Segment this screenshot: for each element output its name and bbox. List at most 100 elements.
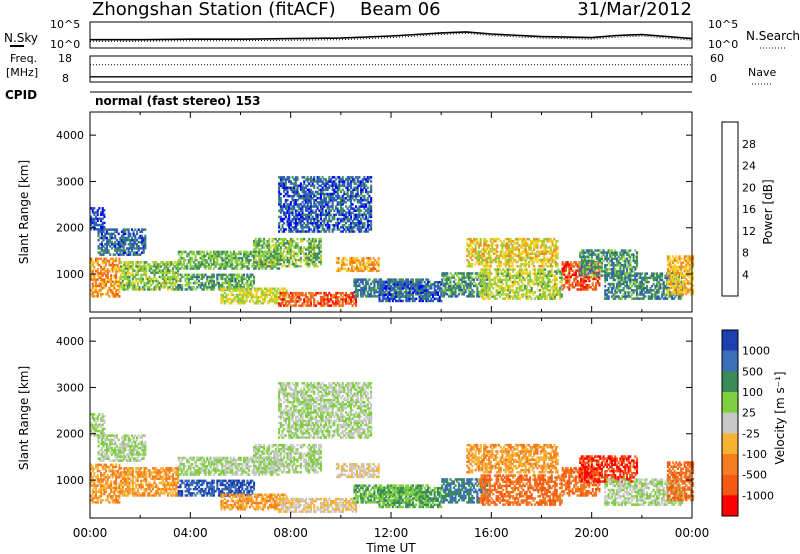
power-echo-cell — [236, 261, 239, 264]
power-echo-cell — [187, 252, 190, 256]
power-echo-cell — [288, 207, 291, 210]
power-echo-cell — [98, 223, 101, 227]
power-echo-cell — [251, 265, 254, 268]
power-echo-cell — [283, 176, 286, 179]
power-echo-cell — [266, 259, 269, 262]
power-echo-cell — [286, 176, 289, 179]
power-echo-cell — [90, 270, 93, 273]
power-echo-cell — [206, 261, 209, 264]
power-echo-cell — [123, 286, 126, 289]
power-echo-cell — [121, 281, 124, 285]
power-echo-cell — [278, 230, 281, 233]
power-echo-cell — [376, 290, 379, 294]
power-echo-cell — [186, 252, 189, 256]
power-echo-cell — [383, 281, 386, 284]
power-echo-cell — [314, 304, 317, 307]
power-echo-cell — [356, 213, 359, 217]
power-echo-cell — [132, 247, 135, 250]
power-echo-cell — [171, 279, 174, 283]
power-echo-cell — [120, 275, 123, 279]
power-echo-cell — [335, 302, 338, 305]
power-echo-cell — [257, 287, 260, 290]
power-echo-cell — [348, 293, 351, 297]
power-echo-cell — [165, 269, 168, 272]
power-echo-cell — [368, 211, 371, 214]
power-echo-cell — [122, 230, 125, 233]
power-echo-cell — [158, 263, 161, 266]
power-echo-cell — [303, 186, 306, 189]
power-echo-cell — [91, 295, 94, 298]
power-echo-cell — [303, 230, 306, 233]
power-echo-cell — [238, 256, 241, 260]
power-echo-cell — [187, 281, 190, 285]
power-echo-cell — [421, 295, 424, 299]
power-echo-cell — [321, 304, 324, 307]
power-echo-cell — [341, 302, 344, 305]
power-echo-cell — [304, 252, 307, 255]
power-echo-cell — [350, 269, 353, 273]
power-echo-cell — [293, 300, 296, 303]
power-echo-cell — [353, 194, 356, 198]
power-echo-cell — [361, 205, 364, 208]
power-echo-cell — [338, 222, 341, 225]
power-echo-cell — [289, 224, 292, 227]
power-echo-cell — [189, 275, 192, 279]
power-echo-cell — [283, 242, 286, 245]
power-echo-cell — [380, 289, 383, 292]
power-echo-cell — [319, 217, 322, 221]
power-echo-cell — [415, 278, 418, 281]
power-echo-cell — [355, 197, 358, 200]
power-echo-cell — [226, 265, 229, 268]
power-echo-cell — [354, 261, 357, 264]
power-echo-cell — [143, 281, 146, 285]
power-echo-cell — [430, 297, 433, 301]
power-echo-cell — [120, 238, 123, 242]
power-echo-cell — [97, 232, 100, 236]
power-echo-cell — [269, 250, 272, 253]
power-echo-cell — [391, 278, 394, 281]
power-echo-cell — [189, 265, 192, 268]
power-echo-cell — [336, 211, 339, 214]
power-echo-cell — [191, 265, 194, 268]
power-echo-cell — [346, 217, 349, 221]
power-echo-cell — [366, 224, 369, 227]
power-echo-cell — [136, 261, 139, 264]
power-echo-cell — [279, 254, 282, 258]
power-echo-cell — [171, 271, 174, 274]
power-echo-cell — [385, 293, 388, 296]
power-echo-cell — [489, 254, 492, 258]
power-echo-cell — [103, 270, 106, 273]
power-echo-cell — [311, 244, 314, 247]
power-echo-cell — [288, 260, 291, 264]
power-echo-cell — [95, 270, 98, 273]
power-echo-cell — [356, 178, 359, 181]
power-echo-cell — [132, 253, 135, 256]
power-echo-cell — [93, 211, 96, 214]
power-echo-cell — [308, 262, 311, 266]
power-echo-cell — [165, 271, 168, 274]
power-echo-cell — [313, 252, 316, 255]
power-echo-cell — [314, 293, 317, 297]
power-echo-cell — [194, 275, 197, 279]
power-echo-cell — [234, 281, 237, 285]
power-echo-cell — [255, 289, 258, 292]
power-echo-cell — [91, 259, 94, 263]
power-echo-cell — [142, 240, 145, 244]
power-echo-cell — [333, 192, 336, 196]
power-echo-cell — [321, 207, 324, 210]
power-echo-cell — [239, 252, 242, 256]
power-echo-cell — [134, 243, 137, 246]
power-echo-cell — [170, 269, 173, 272]
power-echo-cell — [341, 203, 344, 206]
power-echo-cell — [425, 285, 428, 288]
power-echo-cell — [227, 300, 230, 303]
power-echo-cell — [411, 297, 414, 301]
power-echo-cell — [311, 262, 314, 266]
power-echo-cell — [358, 209, 361, 212]
power-echo-cell — [308, 250, 311, 253]
power-echo-cell — [425, 295, 428, 298]
power-echo-cell — [168, 271, 171, 274]
power-echo-cell — [350, 186, 353, 189]
power-echo-cell — [403, 286, 406, 290]
power-echo-cell — [177, 263, 180, 266]
